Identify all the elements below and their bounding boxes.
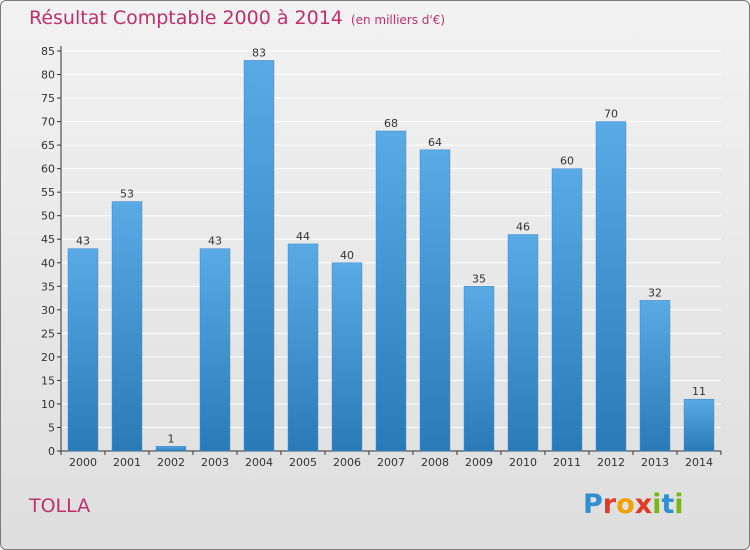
y-tick-label: 80 <box>41 69 55 82</box>
data-label-2002: 1 <box>168 432 175 445</box>
x-tick-label-2012: 2012 <box>597 456 625 469</box>
y-tick-label: 65 <box>41 139 55 152</box>
x-tick-label-2006: 2006 <box>333 456 361 469</box>
bar-2000 <box>67 248 99 452</box>
x-tick-label-2000: 2000 <box>69 456 97 469</box>
y-tick-label: 75 <box>41 92 55 105</box>
bar-2011 <box>551 168 583 452</box>
x-tick-label-2007: 2007 <box>377 456 405 469</box>
chart-title: Résultat Comptable 2000 à 2014 (en millie… <box>29 7 445 29</box>
chart-title-text: Résultat Comptable 2000 à 2014 <box>29 7 343 29</box>
x-tick-label-2002: 2002 <box>157 456 185 469</box>
bar-2007 <box>375 130 407 452</box>
bar-2010 <box>507 234 539 452</box>
y-tick-label: 50 <box>41 210 55 223</box>
bar-2014 <box>683 398 715 452</box>
data-label-2009: 35 <box>472 272 486 285</box>
data-label-2000: 43 <box>76 235 90 248</box>
x-tick-label-2003: 2003 <box>201 456 229 469</box>
bar-2012 <box>595 121 627 452</box>
bar-2005 <box>287 243 319 452</box>
y-tick-label: 0 <box>48 445 55 458</box>
chart-subtitle: (en milliers d'€) <box>350 13 446 27</box>
bar-2004 <box>243 60 275 452</box>
data-label-2008: 64 <box>428 136 442 149</box>
bar-2009 <box>463 286 495 452</box>
x-tick-label-2013: 2013 <box>641 456 669 469</box>
bar-2006 <box>331 262 363 452</box>
x-tick-label-2014: 2014 <box>685 456 713 469</box>
y-tick-label: 5 <box>48 421 55 434</box>
x-tick-label-2005: 2005 <box>289 456 317 469</box>
bar-2008 <box>419 149 451 452</box>
data-label-2001: 53 <box>120 188 134 201</box>
labels: 0 5 10 15 20 25 30 35 40 45 50 55 60 65 70 75 80 85 43 2000… <box>41 45 713 469</box>
commune-name: TOLLA <box>29 495 91 517</box>
x-tick-label-2008: 2008 <box>421 456 449 469</box>
x-tick-label-2011: 2011 <box>553 456 581 469</box>
data-label-2003: 43 <box>208 235 222 248</box>
data-label-2011: 60 <box>560 155 574 168</box>
x-tick-label-2009: 2009 <box>465 456 493 469</box>
y-tick-label: 10 <box>41 398 55 411</box>
proxiti-logo: Proxiti <box>583 489 684 520</box>
data-label-2004: 83 <box>252 46 266 59</box>
data-label-2006: 40 <box>340 249 354 262</box>
bars <box>67 60 715 452</box>
y-tick-label: 25 <box>41 327 55 340</box>
y-tick-label: 40 <box>41 257 55 270</box>
data-label-2010: 46 <box>516 221 530 234</box>
y-tick-label: 55 <box>41 186 55 199</box>
y-tick-label: 30 <box>41 304 55 317</box>
data-label-2005: 44 <box>296 230 310 243</box>
y-tick-label: 15 <box>41 374 55 387</box>
y-tick-label: 45 <box>41 233 55 246</box>
data-label-2007: 68 <box>384 117 398 130</box>
data-label-2014: 11 <box>692 385 706 398</box>
x-tick-label-2001: 2001 <box>113 456 141 469</box>
bar-2002 <box>155 446 187 452</box>
bar-2001 <box>111 201 143 452</box>
y-tick-label: 20 <box>41 351 55 364</box>
x-tick-label-2010: 2010 <box>509 456 537 469</box>
y-tick-label: 60 <box>41 163 55 176</box>
y-tick-label: 85 <box>41 45 55 58</box>
x-tick-label-2004: 2004 <box>245 456 273 469</box>
y-tick-label: 70 <box>41 116 55 129</box>
data-label-2012: 70 <box>604 108 618 121</box>
bar-2013 <box>639 300 671 452</box>
y-tick-label: 35 <box>41 280 55 293</box>
data-label-2013: 32 <box>648 286 662 299</box>
bar-2003 <box>199 248 231 452</box>
